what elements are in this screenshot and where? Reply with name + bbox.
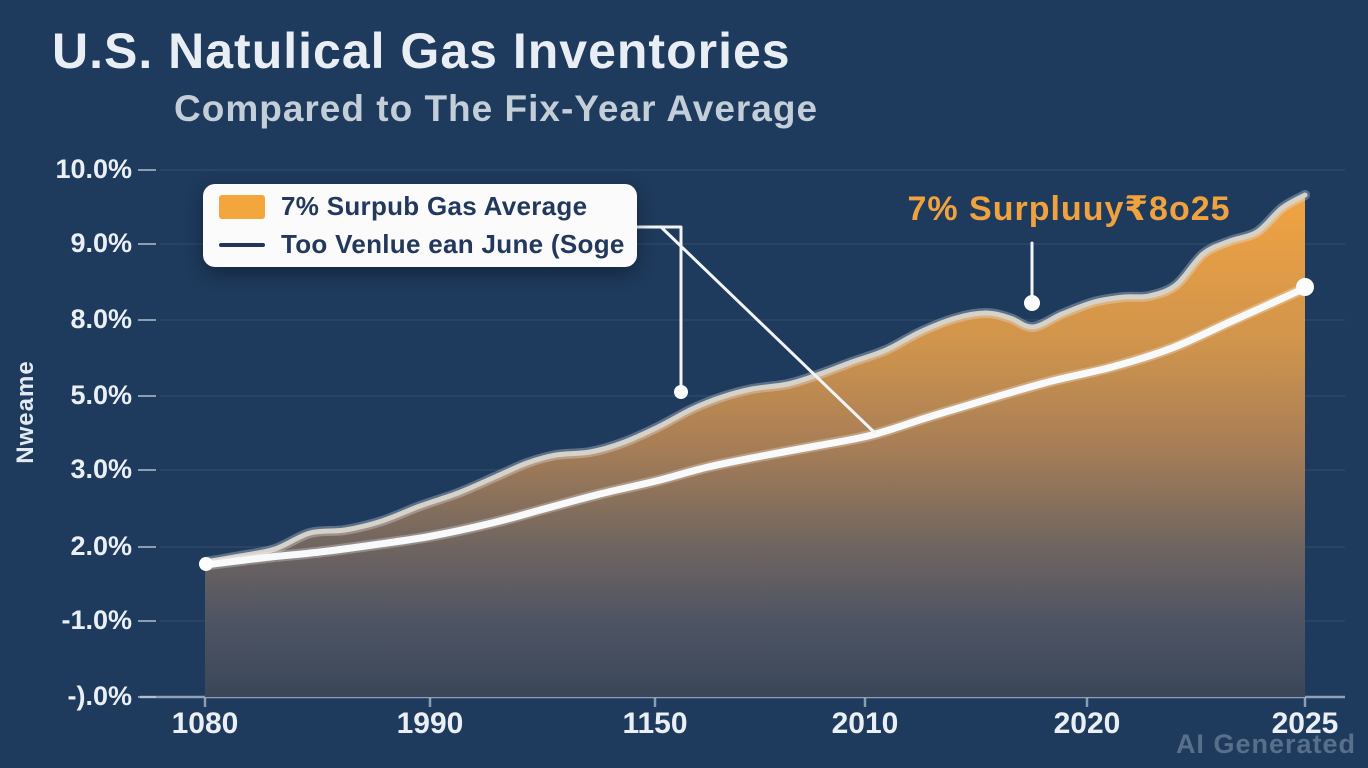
legend-item-area: 7% Surpub Gas Average bbox=[219, 191, 621, 222]
legend-label-area: 7% Surpub Gas Average bbox=[281, 191, 588, 221]
y-tick-label: 3.0% bbox=[70, 454, 132, 484]
series-start-dot bbox=[199, 557, 213, 571]
x-tick-label: 2020 bbox=[1053, 707, 1121, 740]
area-series-fill bbox=[205, 195, 1305, 697]
area-swatch-icon bbox=[219, 194, 265, 219]
y-tick-label: 5.0% bbox=[70, 380, 132, 410]
x-tick-label: 1150 bbox=[622, 707, 688, 740]
callout-dot-0 bbox=[1024, 295, 1040, 311]
line-swatch-icon bbox=[219, 242, 265, 247]
y-tick-label: 8.0% bbox=[70, 304, 132, 334]
line-end-dot bbox=[1296, 278, 1314, 296]
avg-line-path bbox=[201, 284, 1309, 569]
legend-item-line: Too Venlue ean June (Soge bbox=[219, 229, 624, 260]
y-tick-label: 2.0% bbox=[70, 531, 132, 561]
x-tick-label: 2010 bbox=[831, 707, 899, 740]
surplus-annotation-label: 7% Surpluuy₹8o25 bbox=[907, 190, 1231, 228]
y-tick-label: 9.0% bbox=[70, 228, 132, 258]
callout-dot-1 bbox=[674, 385, 688, 399]
y-tick-label: -).0% bbox=[67, 681, 132, 711]
x-tick-label: 1990 bbox=[396, 707, 464, 740]
x-tick-label: 1080 bbox=[171, 707, 239, 740]
y-tick-label: -1.0% bbox=[61, 605, 132, 635]
legend-label-line: Too Venlue ean June (Soge bbox=[281, 229, 625, 259]
area-edge-stroke bbox=[202, 192, 1308, 565]
callout-line-1 bbox=[634, 225, 683, 387]
chart-subtitle: Compared to The Fix-Year Average bbox=[174, 88, 819, 129]
legend: 7% Surpub Gas Average Too Venlue ean Jun… bbox=[203, 184, 637, 267]
x-tick-label: 2025 bbox=[1271, 707, 1339, 740]
y-tick-label: 10.0% bbox=[55, 154, 132, 184]
callout-line-2 bbox=[659, 225, 877, 435]
ai-generated-watermark: AI Generated bbox=[1175, 729, 1356, 759]
chart-title: U.S. Natulical Gas Inventories bbox=[52, 23, 791, 79]
